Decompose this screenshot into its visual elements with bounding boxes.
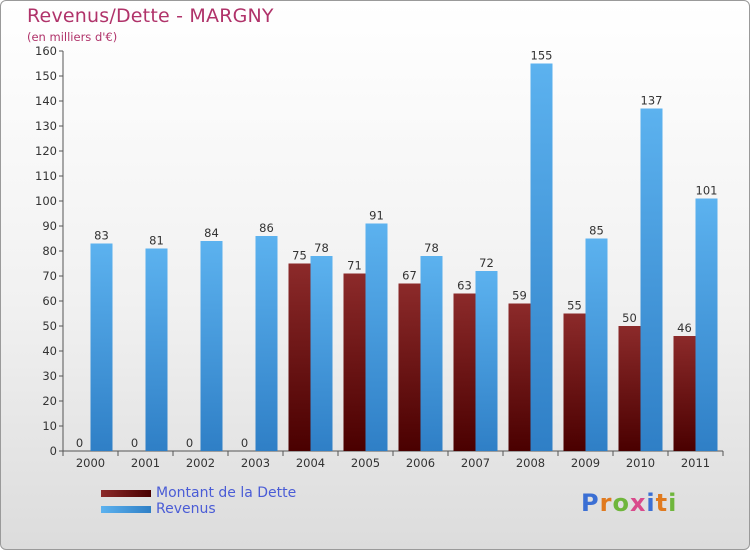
- value-label: 0: [76, 436, 83, 450]
- y-tick-label: 50: [42, 319, 57, 333]
- y-tick-label: 130: [35, 119, 57, 133]
- value-label: 78: [424, 241, 439, 255]
- x-tick-label: 2009: [571, 456, 600, 470]
- bar-dette: [343, 273, 366, 451]
- bar-revenus: [695, 198, 718, 451]
- y-tick-label: 120: [35, 144, 57, 158]
- axes: 0 10 20 30 40 50 60 70 80 90 100 110 120 130 140 150 160…: [35, 44, 724, 470]
- y-tick-label: 90: [42, 219, 57, 233]
- x-tick-label: 2006: [406, 456, 435, 470]
- bar-revenus: [365, 223, 388, 451]
- value-label: 101: [696, 184, 718, 198]
- bar-dette: [508, 303, 531, 451]
- y-tick-label: 70: [42, 269, 57, 283]
- value-label: 55: [567, 299, 582, 313]
- legend-swatch-revenus: [101, 506, 151, 513]
- bar-dette: [618, 326, 641, 451]
- chart-title: Revenus/Dette - MARGNY: [27, 5, 274, 27]
- value-label: 71: [347, 259, 362, 273]
- value-label: 0: [241, 436, 248, 450]
- x-tick-label: 2011: [681, 456, 710, 470]
- value-label: 59: [512, 289, 527, 303]
- bar-revenus: [90, 243, 113, 451]
- x-tick-label: 2005: [351, 456, 380, 470]
- x-tick-label: 2003: [241, 456, 270, 470]
- x-tick-label: 2007: [461, 456, 490, 470]
- proxiti-logo: Proxiti: [581, 489, 677, 517]
- bar-revenus: [420, 256, 443, 451]
- logo-letter: i: [646, 489, 656, 517]
- bar-revenus: [145, 248, 168, 451]
- value-label: 155: [531, 49, 553, 63]
- x-tick-label: 2000: [76, 456, 105, 470]
- bar-dette: [673, 336, 696, 451]
- value-label: 67: [402, 269, 417, 283]
- bar-revenus: [200, 241, 223, 451]
- bar-dette: [288, 263, 311, 451]
- value-labels: 0 0 0 0 75 71 67 63 59 55 50 46 83 81 84 86 78 91 78 72 155 8…: [76, 49, 718, 451]
- logo-letter: i: [668, 489, 678, 517]
- value-label: 72: [479, 256, 494, 270]
- logo-letter: t: [655, 489, 669, 517]
- bar-revenus: [255, 236, 278, 451]
- y-tick-label: 140: [35, 94, 57, 108]
- value-label: 75: [292, 249, 307, 263]
- y-tick-label: 60: [42, 294, 57, 308]
- y-tick-label: 10: [42, 419, 57, 433]
- bar-revenus: [640, 108, 663, 451]
- value-label: 50: [622, 311, 637, 325]
- logo-letter: r: [599, 489, 613, 517]
- value-label: 85: [589, 224, 604, 238]
- y-tick-label: 30: [42, 369, 57, 383]
- value-label: 91: [369, 209, 384, 223]
- value-label: 0: [186, 436, 193, 450]
- bar-dette: [453, 293, 476, 451]
- x-tick-label: 2004: [296, 456, 325, 470]
- legend-swatch-dette: [101, 490, 151, 497]
- logo-letter: P: [581, 489, 600, 517]
- bar-revenus: [585, 238, 608, 451]
- chart-unit-note: (en milliers d'€): [27, 30, 118, 44]
- value-label: 137: [641, 94, 663, 108]
- value-label: 83: [94, 229, 109, 243]
- value-label: 81: [149, 234, 164, 248]
- y-tick-label: 40: [42, 344, 57, 358]
- x-tick-label: 2008: [516, 456, 545, 470]
- x-tick-label: 2002: [186, 456, 215, 470]
- y-tick-label: 110: [35, 169, 57, 183]
- bars: [90, 63, 718, 451]
- value-label: 0: [131, 436, 138, 450]
- value-label: 46: [677, 321, 692, 335]
- y-tick-label: 160: [35, 44, 57, 58]
- legend-label-revenus: Revenus: [156, 501, 216, 517]
- bar-dette: [398, 283, 421, 451]
- bar-revenus: [530, 63, 553, 451]
- legend-label-dette: Montant de la Dette: [156, 485, 297, 501]
- value-label: 86: [259, 221, 274, 235]
- y-tick-label: 150: [35, 69, 57, 83]
- x-tick-label: 2010: [626, 456, 655, 470]
- y-tick-label: 100: [35, 194, 57, 208]
- value-label: 63: [457, 279, 472, 293]
- x-tick-label: 2001: [131, 456, 160, 470]
- bar-revenus: [475, 271, 498, 451]
- bar-dette: [563, 313, 586, 451]
- logo-letter: o: [612, 489, 630, 517]
- bar-revenus: [310, 256, 333, 451]
- value-label: 84: [204, 226, 219, 240]
- value-label: 78: [314, 241, 329, 255]
- y-tick-label: 0: [50, 444, 57, 458]
- y-tick-label: 80: [42, 244, 57, 258]
- y-tick-label: 20: [42, 394, 57, 408]
- logo-letter: x: [629, 489, 647, 517]
